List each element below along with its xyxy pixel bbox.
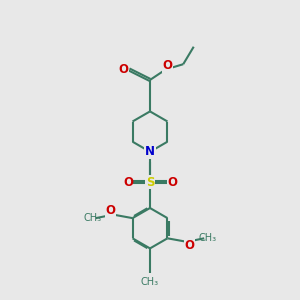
Text: O: O: [167, 176, 177, 189]
Text: CH₃: CH₃: [199, 233, 217, 243]
Text: O: O: [118, 63, 128, 76]
Text: S: S: [146, 176, 154, 189]
Text: O: O: [106, 204, 116, 218]
Text: O: O: [163, 59, 172, 72]
Text: N: N: [145, 145, 155, 158]
Text: O: O: [184, 239, 194, 252]
Text: O: O: [123, 176, 133, 189]
Text: CH₃: CH₃: [83, 213, 101, 223]
Text: CH₃: CH₃: [141, 277, 159, 286]
